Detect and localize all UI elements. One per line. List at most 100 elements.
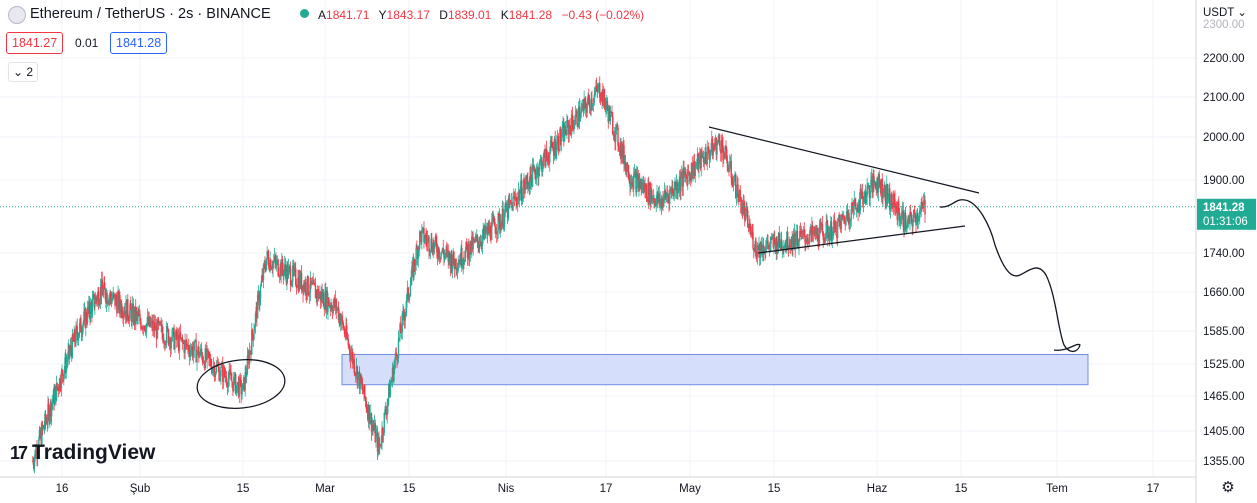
candle-body bbox=[490, 237, 492, 240]
candle-body bbox=[236, 381, 239, 386]
candle-body bbox=[493, 218, 495, 221]
candle-body bbox=[427, 236, 429, 239]
candle-body bbox=[369, 422, 371, 424]
candle-body bbox=[766, 240, 768, 246]
projection-path[interactable] bbox=[939, 199, 1081, 353]
candle-body bbox=[525, 176, 528, 184]
candle-body bbox=[443, 252, 445, 259]
candle-body bbox=[862, 198, 865, 204]
candle-body bbox=[406, 294, 408, 308]
candle-body bbox=[917, 219, 919, 222]
candle-body bbox=[506, 204, 509, 219]
candle-body bbox=[498, 213, 500, 216]
candle-body bbox=[846, 211, 848, 218]
candle-body bbox=[241, 391, 243, 395]
candle-body bbox=[746, 209, 748, 211]
candle-body bbox=[919, 207, 922, 211]
candle-body bbox=[265, 258, 268, 270]
candle-body bbox=[501, 208, 504, 222]
support-zone-rect[interactable] bbox=[341, 354, 1089, 386]
candle-body bbox=[487, 225, 489, 235]
candle-body bbox=[147, 317, 149, 325]
candle-body bbox=[537, 167, 539, 178]
candle-body bbox=[88, 301, 91, 315]
candle-body bbox=[884, 185, 886, 202]
candle-body bbox=[399, 324, 401, 338]
candle-body bbox=[160, 324, 162, 326]
candle-body bbox=[181, 337, 184, 342]
candle-body bbox=[805, 240, 807, 243]
candle-body bbox=[571, 114, 574, 123]
candle-body bbox=[63, 373, 65, 381]
currency-selector[interactable]: USDT ⌄ bbox=[1203, 7, 1247, 19]
candle-body bbox=[184, 340, 186, 353]
candle-body bbox=[468, 243, 470, 261]
ask-price-box[interactable]: 1841.28 bbox=[110, 32, 168, 54]
symbol-title[interactable]: Ethereum / TetherUS · 2s · BINANCE bbox=[30, 6, 271, 22]
candle-body bbox=[729, 162, 731, 170]
candle-body bbox=[503, 224, 505, 228]
candle-body bbox=[92, 295, 94, 300]
candle-body bbox=[426, 239, 428, 244]
candle-body bbox=[365, 400, 367, 409]
candle-body bbox=[484, 225, 487, 235]
market-status-icon[interactable] bbox=[300, 9, 309, 18]
candle-body bbox=[889, 188, 891, 211]
candle-body bbox=[56, 382, 58, 389]
candle-body bbox=[286, 265, 288, 283]
candle-body bbox=[373, 423, 376, 430]
last-price-label-box bbox=[1197, 198, 1256, 230]
candle-body bbox=[251, 329, 253, 355]
candle-body bbox=[318, 294, 320, 299]
candle-body bbox=[401, 313, 403, 333]
candle-body bbox=[346, 336, 349, 340]
candle-body bbox=[542, 165, 544, 173]
candle-body bbox=[456, 268, 459, 271]
settings-gear-icon[interactable]: ⚙ bbox=[1221, 479, 1235, 496]
candle-body bbox=[183, 342, 185, 353]
candle-body bbox=[170, 340, 172, 349]
triangle-upper-trendline[interactable] bbox=[708, 126, 980, 194]
candle-body bbox=[116, 298, 119, 313]
candle-body bbox=[728, 168, 730, 170]
candle-body bbox=[188, 345, 190, 353]
candle-body bbox=[320, 291, 323, 302]
time-tick-label: 16 bbox=[56, 483, 69, 495]
candle-body bbox=[364, 385, 366, 398]
bid-price-box[interactable]: 1841.27 bbox=[6, 32, 64, 54]
candle-body bbox=[305, 281, 307, 294]
candle-body bbox=[839, 220, 841, 222]
candle-body bbox=[69, 351, 71, 356]
candle-body bbox=[776, 237, 778, 254]
candle-body bbox=[438, 257, 441, 258]
candle-body bbox=[436, 242, 438, 253]
candle-body bbox=[478, 244, 480, 248]
candle-body bbox=[908, 216, 910, 225]
candle-body bbox=[832, 227, 834, 239]
indicator-toggle-button[interactable]: ⌄ 2 bbox=[8, 62, 38, 82]
candle-body bbox=[360, 374, 362, 383]
candle-body bbox=[696, 163, 698, 165]
candle-body bbox=[266, 251, 268, 259]
candle-body bbox=[824, 238, 826, 242]
candle-body bbox=[774, 237, 776, 243]
circled-low-annotation[interactable] bbox=[195, 356, 288, 413]
candle-body bbox=[516, 201, 518, 205]
price-tick-label: 1355.00 bbox=[1203, 456, 1245, 468]
candle-body bbox=[509, 200, 512, 203]
candle-body bbox=[901, 210, 904, 213]
candle-body bbox=[583, 98, 585, 112]
candle-body bbox=[578, 106, 581, 122]
candle-body bbox=[875, 188, 877, 191]
candle-body bbox=[355, 373, 357, 375]
candle-body bbox=[248, 350, 251, 365]
candle-body bbox=[595, 85, 598, 89]
triangle-lower-trendline[interactable] bbox=[757, 225, 966, 254]
candle-body bbox=[453, 251, 455, 264]
candle-body bbox=[413, 259, 415, 277]
candle-body bbox=[753, 248, 755, 251]
candle-body bbox=[210, 358, 212, 367]
candle-body bbox=[563, 124, 565, 142]
candle-body bbox=[314, 283, 316, 286]
